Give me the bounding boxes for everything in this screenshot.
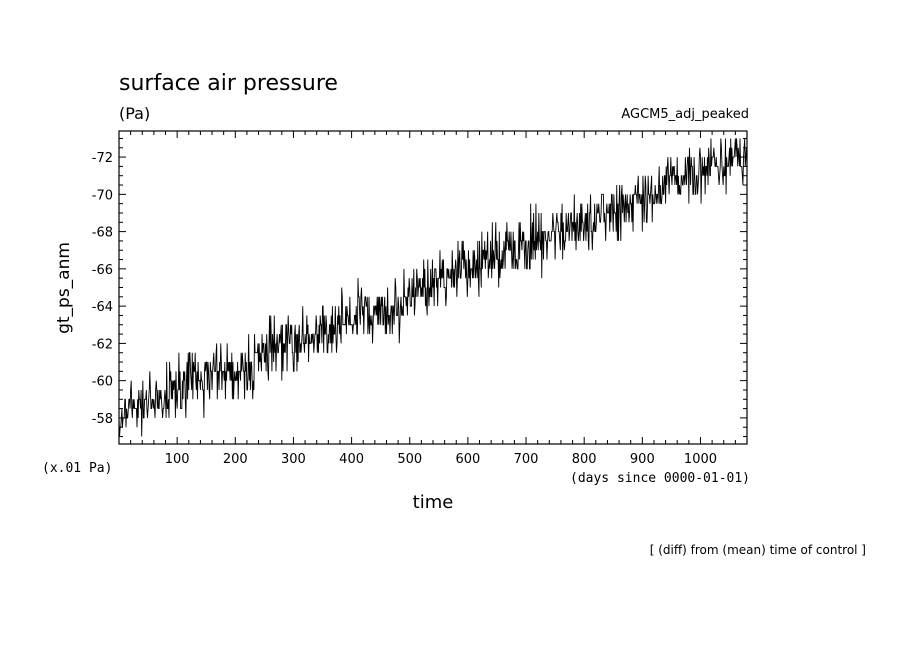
y-scale-note: (x.01 Pa): [42, 461, 112, 476]
x-tick-label: 800: [572, 452, 597, 467]
x-tick-label: 700: [514, 452, 539, 467]
dataset-label: AGCM5_adj_peaked: [621, 107, 749, 122]
y-tick-label: -62: [92, 337, 113, 352]
x-tick-label: 400: [339, 452, 364, 467]
y-tick-label: -68: [92, 226, 113, 241]
x-tick-label: 500: [397, 452, 422, 467]
x-tick-label: 900: [630, 452, 655, 467]
chart-units: (Pa): [119, 104, 150, 123]
x-axis: 100 200 300 400 500 600 700 800 900 1000: [130, 131, 736, 467]
y-tick-label: -66: [92, 263, 113, 278]
y-tick-label: -64: [92, 300, 113, 315]
y-axis-label: gt_ps_anm: [54, 242, 74, 334]
y-axis: -58 -60 -62 -64 -66 -68 -70 -72: [92, 137, 747, 438]
y-tick-label: -58: [92, 412, 113, 427]
footer-note: [ (diff) from (mean) time of control ]: [650, 543, 866, 557]
y-tick-label: -60: [92, 375, 113, 390]
chart-title: surface air pressure: [119, 71, 338, 96]
y-tick-label: -70: [92, 188, 113, 203]
y-tick-label: -72: [92, 151, 113, 166]
x-tick-label: 1000: [684, 452, 717, 467]
x-tick-label: 200: [223, 452, 248, 467]
x-axis-units: (days since 0000-01-01): [570, 471, 750, 486]
plot-area: 100 200 300 400 500 600 700 800 900 1000 -58 -60 -6…: [92, 130, 748, 467]
series-line: [119, 138, 747, 437]
x-tick-label: 300: [281, 452, 306, 467]
x-tick-label: 600: [455, 452, 480, 467]
x-tick-label: 100: [165, 452, 190, 467]
x-axis-label: time: [413, 492, 454, 513]
series-layer: [119, 138, 747, 437]
